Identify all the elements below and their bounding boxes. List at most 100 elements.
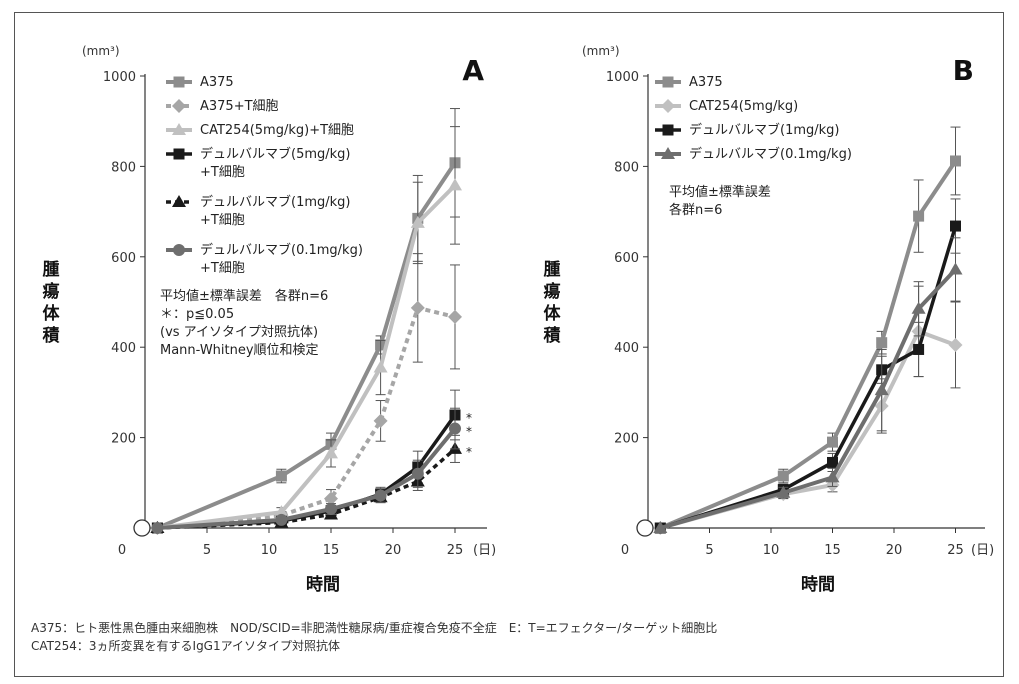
x-tick-label: 5 — [705, 543, 713, 558]
legend-item-1: CAT254(5mg/kg) — [655, 99, 798, 114]
data-point — [876, 337, 888, 349]
data-point — [374, 489, 387, 502]
data-point — [151, 522, 164, 534]
x-tick-label: 0 — [621, 543, 629, 558]
legend-item-4: デュルバルマブ(1mg/kg) +T細胞 — [166, 194, 351, 228]
origin-marker — [133, 519, 151, 537]
y-tick-label: 800 — [614, 160, 639, 175]
panel-label: B — [953, 54, 974, 87]
data-point — [825, 470, 840, 483]
x-tick-label: 20 — [385, 543, 402, 558]
data-point — [950, 220, 961, 232]
legend-item-3: デュルバルマブ(5mg/kg) +T細胞 — [166, 146, 351, 180]
x-tick-label: 25 — [947, 543, 964, 558]
y-tick-label: 600 — [614, 251, 639, 266]
annotation-note: 平均値±標準誤差 — [669, 184, 771, 200]
footnote: CAT254：3ヵ所変異を有するIgG1アイソタイプ対照抗体 — [31, 638, 340, 653]
figure-frame — [14, 12, 1004, 677]
significance-star: * — [466, 425, 472, 439]
legend-label: デュルバルマブ(1mg/kg) — [200, 194, 351, 210]
series-line — [156, 161, 457, 530]
data-point — [410, 215, 425, 228]
y-axis-label-char: 積 — [544, 325, 562, 346]
series-line — [659, 268, 957, 530]
legend-item-0: A375 — [166, 75, 234, 90]
legend-item-2: デュルバルマブ(1mg/kg) — [655, 122, 840, 138]
data-point — [950, 155, 961, 167]
series-line — [659, 159, 958, 530]
legend-item-5: デュルバルマブ(0.1mg/kg) +T細胞 — [166, 242, 363, 276]
legend-label: デュルバルマブ(0.1mg/kg) — [689, 146, 852, 162]
annotation-note: 平均値±標準誤差 各群n=6 — [160, 288, 328, 304]
x-unit-label: (日) — [971, 543, 994, 558]
y-tick-label: 400 — [111, 341, 136, 356]
y-axis-label-char: 瘍 — [544, 281, 561, 302]
x-tick-label: 0 — [118, 543, 126, 558]
y-tick-label: 600 — [111, 251, 136, 266]
x-unit-label: (日) — [473, 543, 496, 558]
legend-swatch-marker — [661, 99, 675, 113]
data-point — [448, 178, 462, 191]
legend-swatch-marker — [662, 76, 674, 88]
data-point — [325, 503, 337, 516]
data-point — [324, 491, 338, 506]
legend-swatch-marker — [662, 124, 674, 136]
panel-b: 200 400 600 800 1000 0 5 10 15 20 25 (mm³) (日) B 腫瘍体積時… — [544, 44, 995, 595]
y-axis-label-char: 瘍 — [43, 281, 60, 302]
legend-label: +T細胞 — [200, 213, 245, 228]
x-axis-label: 時間 — [801, 574, 835, 595]
data-point — [827, 436, 838, 448]
significance-star: * — [466, 411, 472, 425]
y-axis-label-char: 腫 — [43, 259, 60, 280]
legend-label: CAT254(5mg/kg)+T細胞 — [200, 123, 354, 138]
annotation-note: ＊：p≦0.05 — [160, 307, 234, 322]
legend-label: デュルバルマブ(1mg/kg) — [689, 122, 840, 138]
annotation-note: 各群n=6 — [669, 202, 722, 218]
x-tick-label: 25 — [447, 543, 464, 558]
x-tick-label: 15 — [824, 543, 841, 558]
data-point — [777, 470, 789, 482]
series-line — [659, 225, 958, 530]
footnote: A375：ヒト悪性黒色腫由来細胞株 NOD/SCID=非肥満性糖尿病/重症複合免… — [31, 620, 717, 635]
x-tick-label: 10 — [763, 543, 780, 558]
data-point — [776, 485, 791, 498]
data-point — [411, 467, 424, 480]
series-1 — [653, 285, 963, 535]
data-point — [274, 505, 289, 518]
data-point — [448, 309, 462, 324]
x-tick-label: 20 — [886, 543, 903, 558]
legend-swatch-marker — [173, 244, 185, 256]
y-tick-label: 800 — [111, 160, 136, 175]
legend-label: CAT254(5mg/kg) — [689, 99, 798, 114]
x-tick-label: 15 — [323, 543, 340, 558]
data-point — [948, 262, 963, 275]
legend-label: A375 — [689, 75, 723, 90]
panel-label: A — [462, 54, 484, 87]
data-point — [275, 470, 287, 482]
y-axis-label-char: 体 — [544, 303, 562, 324]
x-tick-label: 5 — [203, 543, 211, 558]
y-tick-label: 400 — [614, 341, 639, 356]
legend-label: A375+T細胞 — [200, 99, 279, 114]
series-line — [157, 427, 457, 530]
data-point — [913, 343, 925, 355]
y-unit-label: (mm³) — [582, 44, 620, 58]
legend-label: +T細胞 — [200, 261, 245, 276]
y-tick-label: 200 — [614, 432, 639, 447]
data-point — [373, 413, 388, 428]
y-axis-label-char: 腫 — [544, 259, 561, 280]
legend-item-3: デュルバルマブ(0.1mg/kg) — [655, 146, 852, 162]
data-point — [449, 422, 461, 435]
legend-item-1: A375+T細胞 — [166, 99, 279, 114]
series-2 — [150, 126, 462, 533]
legend-swatch-marker — [172, 99, 186, 113]
data-point — [275, 513, 288, 526]
data-point — [874, 383, 889, 396]
data-point — [911, 301, 926, 314]
legend-swatch-marker — [172, 195, 186, 207]
x-axis-label: 時間 — [306, 574, 340, 595]
series-line — [157, 447, 457, 530]
data-point — [653, 521, 668, 533]
series-line — [659, 329, 957, 530]
